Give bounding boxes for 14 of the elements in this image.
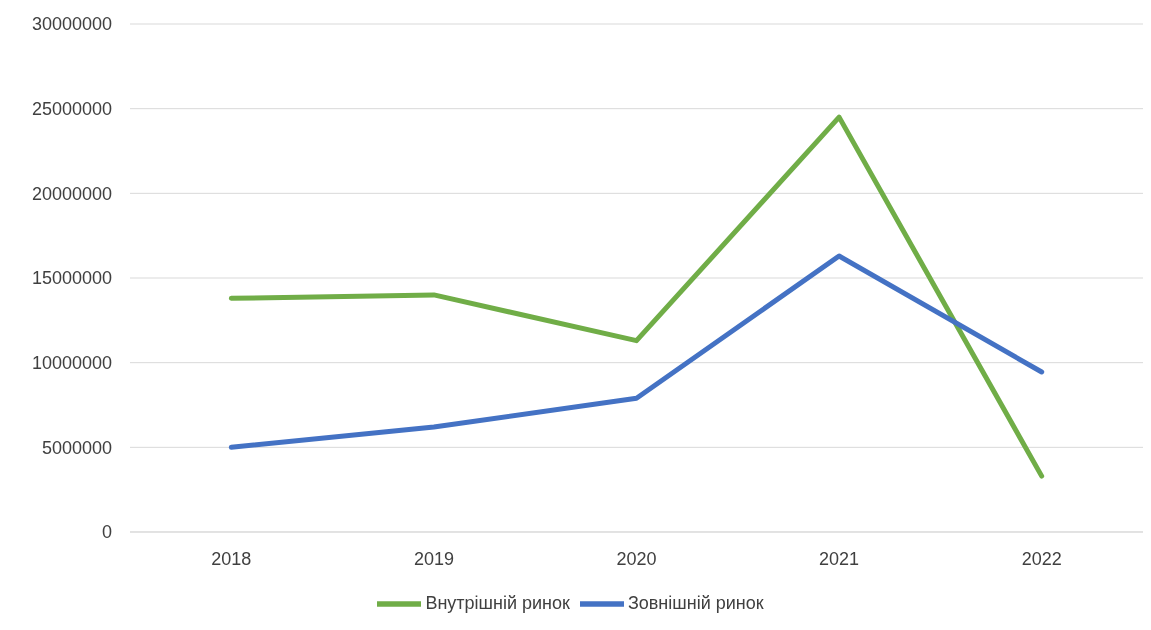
y-tick-label: 5000000 — [41, 437, 112, 458]
legend-label: Внутрішній ринок — [425, 592, 570, 613]
y-tick-label: 25000000 — [31, 99, 112, 120]
x-tick-label: 2021 — [819, 548, 860, 569]
y-tick-label: 10000000 — [31, 353, 112, 374]
y-tick-label: 20000000 — [31, 183, 112, 204]
x-tick-label: 2022 — [1021, 548, 1062, 569]
y-tick-label: 0 — [101, 522, 112, 543]
x-tick-label: 2020 — [616, 548, 657, 569]
legend-label: Зовнішній ринок — [627, 592, 764, 613]
y-tick-label: 15000000 — [31, 268, 112, 289]
x-tick-label: 2018 — [211, 548, 252, 569]
x-tick-label: 2019 — [413, 548, 454, 569]
y-tick-label: 30000000 — [31, 14, 112, 35]
